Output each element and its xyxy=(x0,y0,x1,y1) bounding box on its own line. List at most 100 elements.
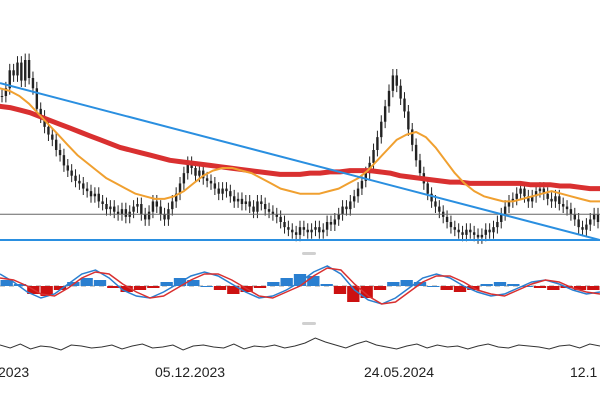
price-candle-body xyxy=(31,78,35,89)
panel-divider-2[interactable] xyxy=(302,322,316,325)
price-candle-body xyxy=(16,62,19,76)
price-candle-body xyxy=(500,214,503,222)
price-candle-body xyxy=(589,219,592,225)
price-candle-body xyxy=(364,173,367,181)
price-candle-body xyxy=(573,214,576,220)
price-candle-body xyxy=(387,90,391,107)
price-candle-body xyxy=(140,204,143,215)
price-candle-body xyxy=(550,198,553,202)
price-candle-body xyxy=(310,229,313,233)
price-candle-body xyxy=(302,227,306,230)
price-candle-body xyxy=(585,224,588,230)
price-candle-body xyxy=(465,229,468,235)
price-candle-body xyxy=(0,96,4,97)
macd-histogram-bar xyxy=(387,282,400,286)
price-candle-body xyxy=(24,60,27,81)
macd-histogram-bar xyxy=(453,286,467,292)
price-candle-body xyxy=(496,222,499,228)
price-candle-body xyxy=(62,155,66,166)
price-candle-body xyxy=(519,188,522,194)
price-candle-body xyxy=(260,201,263,204)
price-candle-body xyxy=(542,188,546,194)
price-candle-body xyxy=(341,206,344,215)
price-candle-body xyxy=(221,188,224,194)
price-candle-body xyxy=(527,196,530,202)
price-candle-body xyxy=(136,204,139,207)
macd-histogram-bar xyxy=(480,284,493,286)
price-candle-body xyxy=(240,198,244,204)
price-candle-body xyxy=(205,178,209,181)
price-candle-body xyxy=(182,173,186,184)
macd-histogram-bar xyxy=(280,278,293,286)
macd-histogram-bar xyxy=(360,286,373,298)
macd-histogram-bar xyxy=(107,286,120,288)
price-candle-body xyxy=(82,183,85,189)
price-candle-body xyxy=(58,150,62,156)
price-candle-body xyxy=(596,214,600,222)
price-candle-body xyxy=(132,206,135,212)
price-candle-body xyxy=(263,204,267,210)
macd-histogram-bar xyxy=(373,286,387,290)
price-candle-body xyxy=(43,116,46,127)
price-candle-body xyxy=(97,193,100,202)
price-candle-body xyxy=(531,196,534,202)
price-candle-body xyxy=(352,196,356,202)
price-candle-body xyxy=(434,201,437,207)
price-candle-body xyxy=(407,111,410,130)
macd-histogram-bar xyxy=(227,286,240,294)
price-candle-body xyxy=(85,188,89,192)
macd-histogram-bar xyxy=(573,286,587,290)
price-candle-body xyxy=(78,180,81,184)
price-candle-body xyxy=(275,214,278,217)
price-candle-body xyxy=(252,206,255,212)
price-candle-body xyxy=(565,206,569,210)
main-panel xyxy=(0,53,600,255)
price-candle-body xyxy=(538,188,542,192)
price-candle-body xyxy=(217,188,220,194)
price-candle-body xyxy=(333,219,337,225)
price-candle-body xyxy=(120,209,124,215)
price-candle-body xyxy=(349,201,352,210)
price-candle-body xyxy=(492,227,495,233)
price-candle-body xyxy=(329,222,333,225)
price-candle-body xyxy=(395,75,398,86)
price-candle-body xyxy=(35,88,39,109)
price-candle-body xyxy=(430,193,433,202)
macd-histogram-bar xyxy=(253,286,267,288)
macd-histogram-bar xyxy=(440,286,453,290)
price-candle-body xyxy=(20,62,23,81)
price-candle-body xyxy=(267,209,271,212)
price-candle-body xyxy=(534,191,538,197)
x-tick-label: 2023 xyxy=(0,364,29,380)
macd-histogram-bar xyxy=(400,280,413,286)
price-candle-body xyxy=(198,170,201,176)
bottom-indicator-line xyxy=(0,337,600,351)
price-candle-body xyxy=(287,227,290,230)
macd-histogram-bar xyxy=(507,284,520,286)
macd-histogram-bar xyxy=(133,286,147,290)
price-candle-body xyxy=(476,234,480,238)
price-candle-body xyxy=(507,201,511,207)
panel-divider-1[interactable] xyxy=(302,252,316,255)
price-candle-body xyxy=(8,70,11,89)
price-candle-body xyxy=(577,219,580,228)
price-candle-body xyxy=(236,198,240,202)
price-candle-body xyxy=(186,162,189,174)
price-candle-body xyxy=(105,204,108,210)
price-candle-body xyxy=(163,214,166,220)
price-candle-body xyxy=(93,193,97,197)
price-candle-body xyxy=(399,85,402,99)
price-candle-body xyxy=(51,134,54,140)
macd-histogram-bar xyxy=(333,286,347,294)
price-candle-body xyxy=(356,188,360,197)
price-candle-body xyxy=(484,229,487,235)
x-tick-label: 05.12.2023 xyxy=(155,364,225,380)
price-candle-body xyxy=(561,204,565,207)
macd-histogram-bar xyxy=(13,284,27,286)
price-candle-body xyxy=(89,191,93,197)
price-candle-body xyxy=(101,201,104,204)
macd-histogram-bar xyxy=(120,286,133,292)
macd-histogram-bar xyxy=(200,286,213,287)
price-candle-body xyxy=(294,232,298,235)
